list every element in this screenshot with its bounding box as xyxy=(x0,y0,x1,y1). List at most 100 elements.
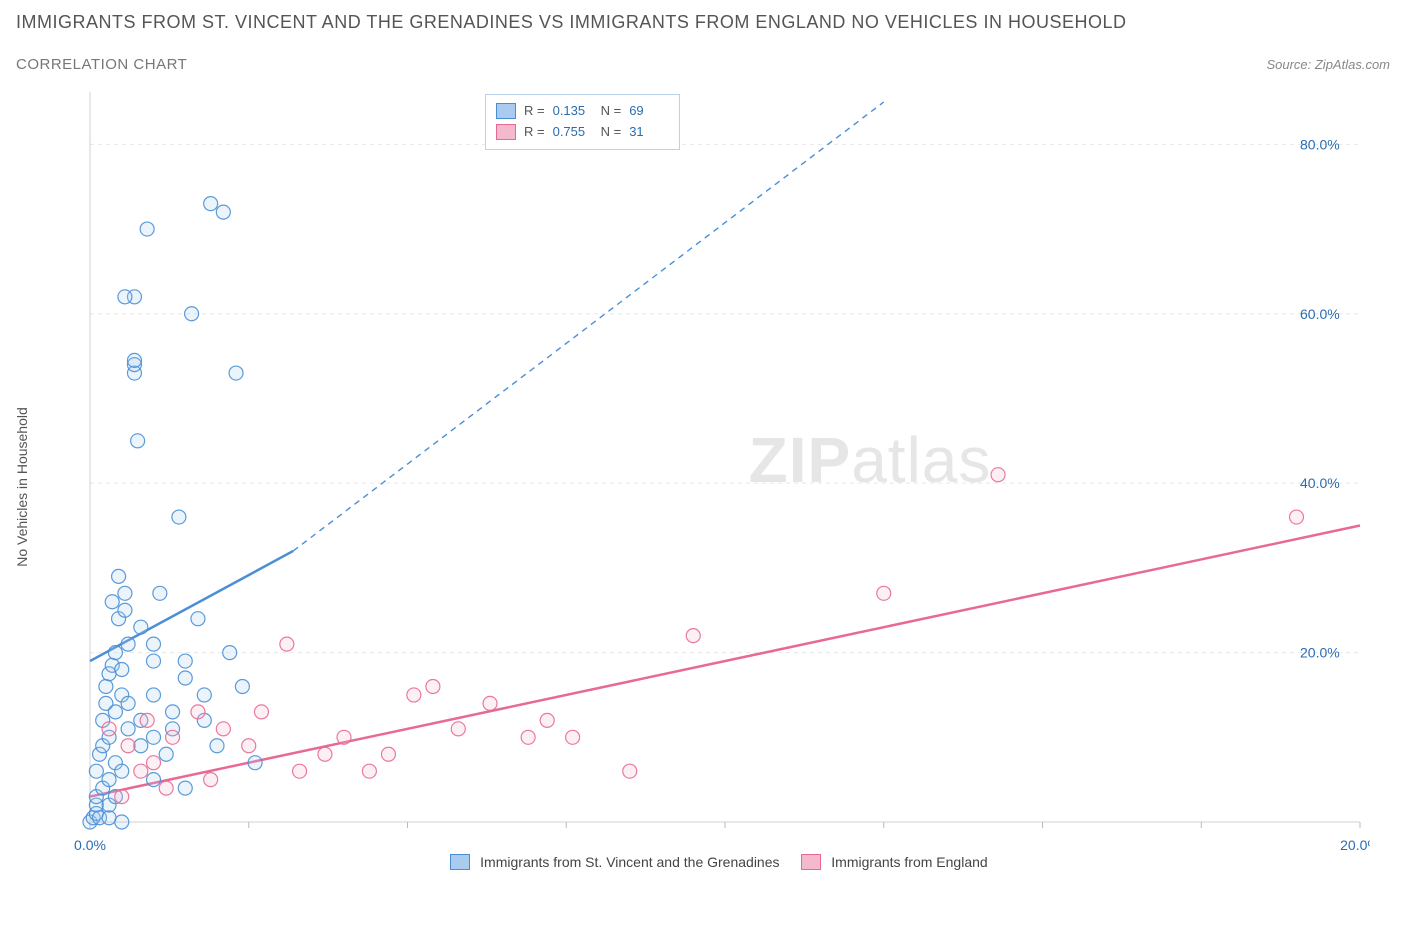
scatter-point xyxy=(318,747,332,761)
scatter-point xyxy=(121,722,135,736)
scatter-point xyxy=(280,637,294,651)
scatter-point xyxy=(877,586,891,600)
scatter-point xyxy=(134,620,148,634)
scatter-point xyxy=(216,722,230,736)
scatter-point xyxy=(121,739,135,753)
scatter-point xyxy=(204,773,218,787)
legend-swatch-icon xyxy=(801,854,821,870)
scatter-point xyxy=(153,586,167,600)
scatter-point xyxy=(127,353,141,367)
scatter-point xyxy=(178,654,192,668)
scatter-point xyxy=(147,756,161,770)
scatter-point xyxy=(254,705,268,719)
scatter-point xyxy=(118,586,132,600)
stat-r-label: R = xyxy=(524,122,545,143)
scatter-point xyxy=(102,773,116,787)
stat-r-label: R = xyxy=(524,101,545,122)
y-axis-label: No Vehicles in Household xyxy=(14,407,30,567)
scatter-point xyxy=(115,663,129,677)
x-tick-label: 0.0% xyxy=(74,837,106,852)
stats-legend-box: R = 0.135 N = 69 R = 0.755 N = 31 xyxy=(485,94,680,150)
scatter-point xyxy=(147,654,161,668)
scatter-point xyxy=(242,739,256,753)
scatter-point xyxy=(172,510,186,524)
scatter-point xyxy=(166,705,180,719)
scatter-point xyxy=(121,637,135,651)
scatter-point xyxy=(102,722,116,736)
scatter-point xyxy=(147,773,161,787)
scatter-point xyxy=(166,730,180,744)
scatter-point xyxy=(140,222,154,236)
scatter-point xyxy=(178,781,192,795)
stat-r-value: 0.135 xyxy=(553,101,593,122)
scatter-point xyxy=(99,679,113,693)
scatter-point xyxy=(566,730,580,744)
scatter-point xyxy=(293,764,307,778)
y-tick-label: 60.0% xyxy=(1300,306,1340,322)
stat-n-value: 69 xyxy=(629,101,669,122)
legend-swatch-icon xyxy=(496,103,516,119)
scatter-point xyxy=(210,739,224,753)
scatter-point xyxy=(147,637,161,651)
scatter-point xyxy=(131,434,145,448)
scatter-point xyxy=(407,688,421,702)
scatter-point xyxy=(235,679,249,693)
scatter-point xyxy=(118,290,132,304)
scatter-point xyxy=(248,756,262,770)
scatter-point xyxy=(112,569,126,583)
scatter-point xyxy=(118,603,132,617)
scatter-plot-svg: ZIPatlas 0.0% 20.0% 20.0% 40.0% 60.0% 80.0% xyxy=(70,92,1370,852)
scatter-point xyxy=(540,713,554,727)
legend-swatch-icon xyxy=(496,124,516,140)
scatter-point xyxy=(115,790,129,804)
scatter-point xyxy=(229,366,243,380)
scatter-point xyxy=(426,679,440,693)
scatter-point xyxy=(108,705,122,719)
stat-n-label: N = xyxy=(601,101,622,122)
scatter-point xyxy=(140,713,154,727)
legend-label: Immigrants from St. Vincent and the Gren… xyxy=(480,854,779,870)
stat-n-label: N = xyxy=(601,122,622,143)
scatter-point xyxy=(362,764,376,778)
y-tick-label: 80.0% xyxy=(1300,136,1340,152)
scatter-point xyxy=(115,764,129,778)
scatter-point xyxy=(223,646,237,660)
trend-line xyxy=(90,526,1360,797)
chart-subtitle: CORRELATION CHART xyxy=(16,56,187,73)
scatter-point xyxy=(159,747,173,761)
scatter-point xyxy=(991,468,1005,482)
legend-swatch-icon xyxy=(450,854,470,870)
scatter-point xyxy=(1290,510,1304,524)
scatter-point xyxy=(623,764,637,778)
scatter-point xyxy=(134,764,148,778)
scatter-point xyxy=(686,629,700,643)
scatter-point xyxy=(115,815,129,829)
scatter-point xyxy=(147,688,161,702)
scatter-point xyxy=(108,646,122,660)
legend-label: Immigrants from England xyxy=(831,854,987,870)
chart-source: Source: ZipAtlas.com xyxy=(1266,57,1390,72)
x-tick-label: 20.0% xyxy=(1340,837,1370,852)
plot-area: No Vehicles in Household ZIPatlas 0.0%20… xyxy=(40,92,1380,882)
y-tick-label: 40.0% xyxy=(1300,475,1340,491)
scatter-point xyxy=(147,730,161,744)
scatter-point xyxy=(204,197,218,211)
stats-legend-row: R = 0.755 N = 31 xyxy=(496,122,669,143)
scatter-point xyxy=(191,612,205,626)
y-tick-label: 20.0% xyxy=(1300,645,1340,661)
scatter-point xyxy=(521,730,535,744)
scatter-point xyxy=(197,688,211,702)
scatter-point xyxy=(381,747,395,761)
scatter-point xyxy=(185,307,199,321)
stat-n-value: 31 xyxy=(629,122,669,143)
scatter-point xyxy=(216,205,230,219)
scatter-point xyxy=(191,705,205,719)
scatter-point xyxy=(483,696,497,710)
bottom-legend: Immigrants from St. Vincent and the Gren… xyxy=(40,854,1380,872)
chart-title: IMMIGRANTS FROM ST. VINCENT AND THE GREN… xyxy=(16,12,1390,33)
scatter-point xyxy=(102,811,116,825)
stat-r-value: 0.755 xyxy=(553,122,593,143)
watermark: ZIPatlas xyxy=(749,424,992,496)
scatter-point xyxy=(121,696,135,710)
scatter-point xyxy=(134,739,148,753)
